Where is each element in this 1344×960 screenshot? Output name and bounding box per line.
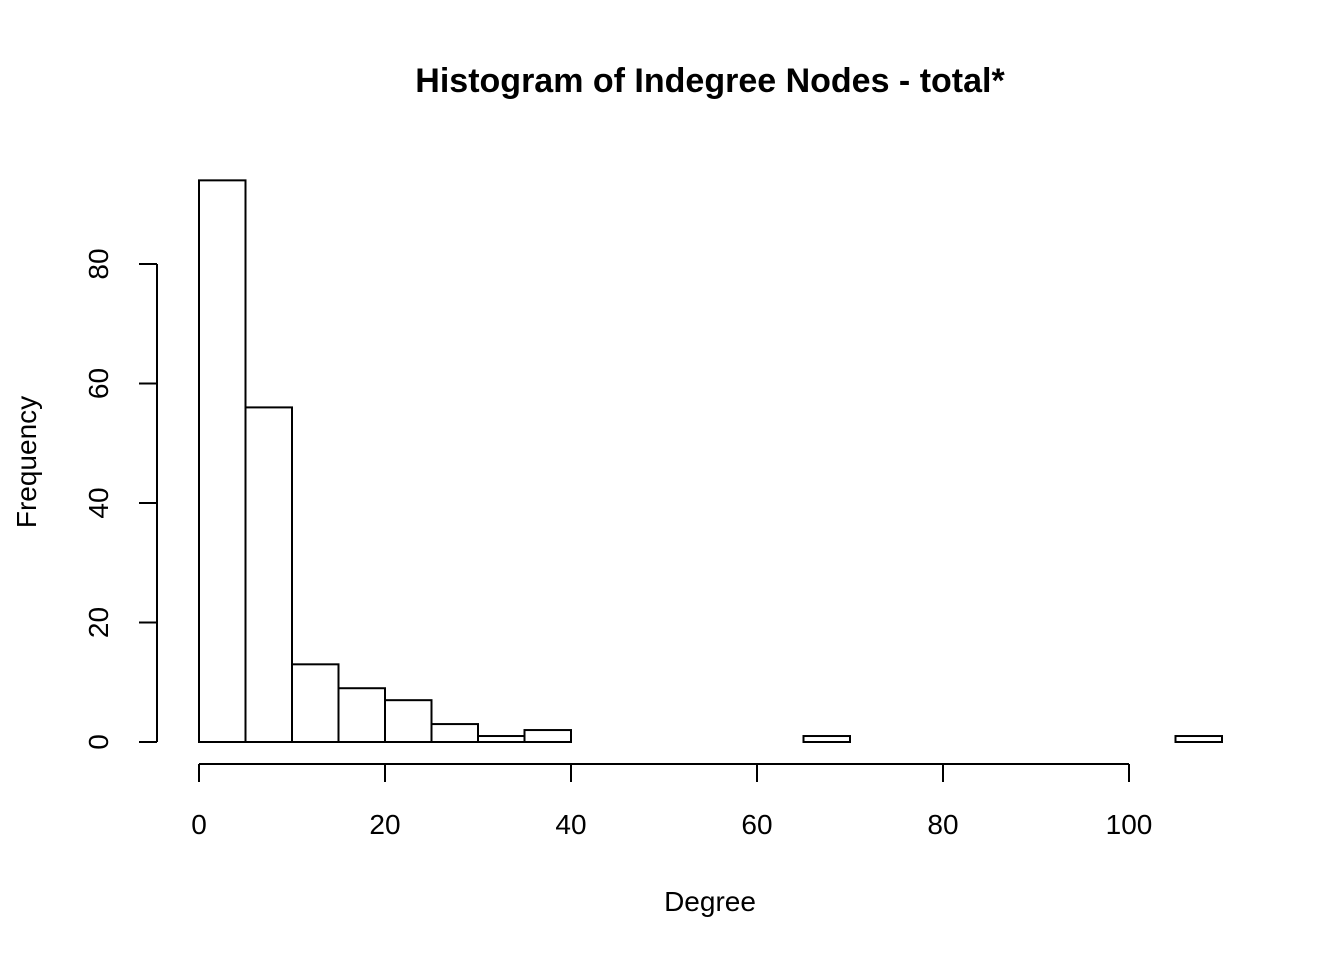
histogram-bar <box>430 723 479 744</box>
x-axis-label: Degree <box>664 886 756 917</box>
y-tick-label: 60 <box>83 368 114 399</box>
x-tick-label: 40 <box>555 809 586 840</box>
y-tick-label: 40 <box>83 487 114 518</box>
histogram-bar <box>477 735 526 744</box>
y-axis-label: Frequency <box>11 396 42 528</box>
histogram-bar <box>802 735 851 744</box>
histogram-bar <box>291 663 340 744</box>
x-tick-label: 60 <box>741 809 772 840</box>
x-tick-label: 0 <box>191 809 207 840</box>
chart-title: Histogram of Indegree Nodes - total* <box>415 62 1005 100</box>
x-tick-label: 100 <box>1106 809 1153 840</box>
x-tick-label: 80 <box>927 809 958 840</box>
bars-group <box>198 179 1223 744</box>
y-tick-label: 80 <box>83 248 114 279</box>
y-axis: 0 20 40 60 80 <box>83 248 158 750</box>
histogram-bar <box>384 699 433 743</box>
histogram-bar <box>1174 735 1223 744</box>
histogram-bar <box>198 179 247 744</box>
histogram-bar <box>337 687 386 743</box>
histogram-bar <box>523 729 572 743</box>
x-axis: 0 20 40 60 80 100 <box>191 763 1153 840</box>
y-tick-label: 0 <box>83 734 114 750</box>
histogram-bar <box>244 406 293 743</box>
x-tick-label: 20 <box>369 809 400 840</box>
y-tick-label: 20 <box>83 607 114 638</box>
